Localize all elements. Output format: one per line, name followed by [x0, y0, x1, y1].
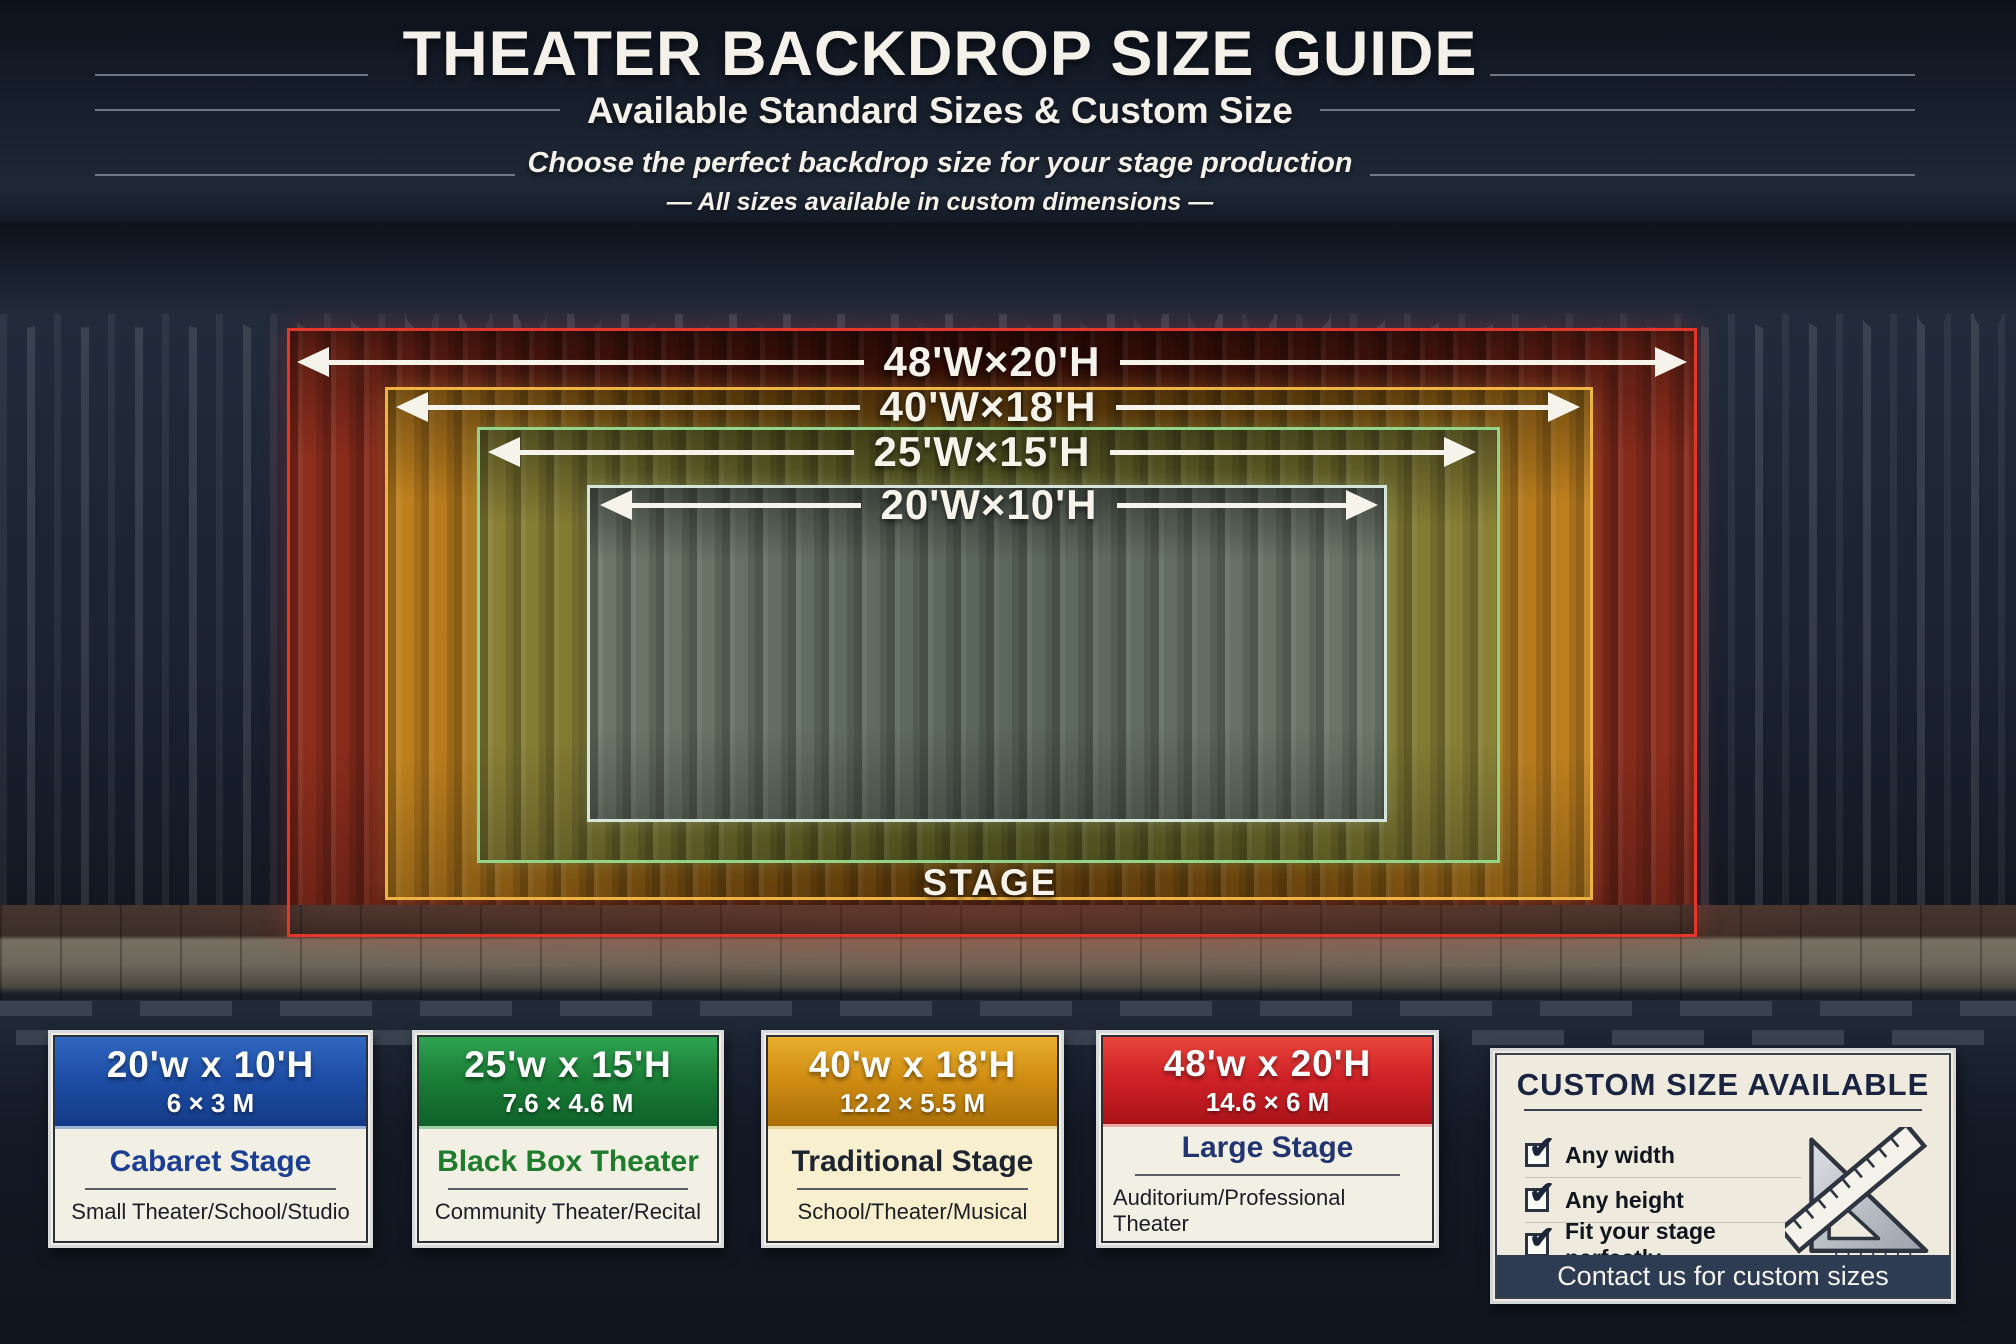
- size-card-metric: 12.2 × 5.5 M: [839, 1088, 986, 1118]
- size-card-use: School/Theater/Musical: [797, 1199, 1028, 1224]
- checklist-row: ✔ Any height: [1525, 1177, 1815, 1222]
- dimension-arrow-25x15: 25'W×15'H: [488, 428, 1477, 476]
- dimension-arrow-48x20: 48'W×20'H: [297, 338, 1688, 386]
- checklist-item: Any height: [1565, 1186, 1684, 1213]
- size-card-dimensions: 40'w x 18'H: [808, 1044, 1017, 1085]
- size-card-name: Large Stage: [1181, 1131, 1354, 1164]
- arrow-left-icon: [488, 437, 520, 467]
- size-card-40x18: 40'w x 18'H 12.2 × 5.5 M Traditional Sta…: [761, 1030, 1064, 1248]
- card-divider: [1134, 1174, 1401, 1176]
- size-card-header: 25'w x 15'H 7.6 × 4.6 M: [419, 1037, 717, 1129]
- size-card-name: Traditional Stage: [791, 1145, 1034, 1178]
- header-band: THEATER BACKDROP SIZE GUIDE Available St…: [0, 0, 2016, 222]
- custom-title-underline: [1524, 1109, 1922, 1111]
- checkbox-icon: ✔: [1525, 1132, 1555, 1167]
- checklist-row: ✔ Any width: [1525, 1132, 1815, 1177]
- header-divider: [95, 74, 368, 76]
- size-card-use: Community Theater/Recital: [434, 1199, 702, 1224]
- ruler-set-square-icon: [1785, 1127, 1929, 1259]
- size-card-20x10: 20'w x 10'H 6 × 3 M Cabaret Stage Small …: [48, 1030, 373, 1248]
- custom-checklist: ✔ Any width ✔ Any height ✔ Fit your stag…: [1525, 1132, 1815, 1271]
- backdrop-48x20-outline: [287, 328, 1697, 937]
- size-card-header: 40'w x 18'H 12.2 × 5.5 M: [768, 1037, 1057, 1129]
- dimension-arrow-40x18: 40'W×18'H: [396, 383, 1581, 431]
- arrow-right-icon: [1444, 437, 1477, 467]
- stage-valance: [0, 222, 2016, 329]
- checkbox-icon: ✔: [1525, 1222, 1555, 1257]
- header-divider: [95, 174, 515, 176]
- size-card-dimensions: 20'w x 10'H: [106, 1044, 315, 1085]
- stage-label: STAGE: [922, 862, 1058, 903]
- checklist-separator: [1525, 1222, 1801, 1223]
- tagline: Choose the perfect backdrop size for you…: [527, 147, 1353, 179]
- backdrop-20x10-curtain: [587, 485, 1387, 822]
- checkmark-icon: ✔: [1529, 1220, 1555, 1255]
- size-card-metric: 14.6 × 6 M: [1205, 1087, 1330, 1117]
- page-title: THEATER BACKDROP SIZE GUIDE: [402, 19, 1478, 89]
- size-card-metric: 6 × 3 M: [166, 1088, 255, 1118]
- custom-size-card: CUSTOM SIZE AVAILABLE ✔ Any width ✔ Any …: [1490, 1048, 1956, 1304]
- size-card-dimensions: 25'w x 15'H: [464, 1044, 672, 1085]
- size-card-25x15: 25'w x 15'H 7.6 × 4.6 M Black Box Theate…: [412, 1030, 724, 1248]
- page-subtitle: Available Standard Sizes & Custom Size: [587, 90, 1293, 131]
- checkbox-icon: ✔: [1525, 1177, 1555, 1212]
- size-card-use: Auditorium/Professional Theater: [1113, 1185, 1346, 1236]
- arrow-right-icon: [1346, 490, 1379, 520]
- dimension-arrow-20x10: 20'W×10'H: [600, 481, 1379, 529]
- checkmark-icon: ✔: [1529, 1175, 1555, 1210]
- header-divider: [95, 109, 560, 111]
- arrow-left-icon: [297, 347, 329, 377]
- size-card-use: Small Theater/School/Studio: [71, 1199, 350, 1224]
- size-card-48x20: 48'w x 20'H 14.6 × 6 M Large Stage Audit…: [1096, 1030, 1439, 1248]
- custom-card-title: CUSTOM SIZE AVAILABLE: [1516, 1067, 1930, 1102]
- arrow-left-icon: [600, 490, 632, 520]
- header-divider: [1370, 174, 1915, 176]
- size-card-dimensions: 48'w x 20'H: [1163, 1043, 1372, 1084]
- size-card-header: 48'w x 20'H 14.6 × 6 M: [1103, 1037, 1432, 1127]
- header-divider: [1490, 74, 1915, 76]
- checklist-separator: [1525, 1177, 1801, 1178]
- stage-floor: [0, 905, 2016, 1000]
- size-card-header: 20'w x 10'H 6 × 3 M: [55, 1037, 366, 1129]
- arrow-right-icon: [1548, 392, 1581, 422]
- custom-card-footer: Contact us for custom sizes: [1497, 1255, 1949, 1297]
- card-divider: [85, 1188, 336, 1190]
- size-card-metric: 7.6 × 4.6 M: [502, 1088, 634, 1118]
- custom-dimensions-note: — All sizes available in custom dimensio…: [666, 188, 1214, 216]
- arrow-right-icon: [1655, 347, 1688, 377]
- pit-dashes-row: [0, 1001, 2016, 1016]
- backdrop-size-label-40x18: 40'W×18'H: [879, 383, 1097, 430]
- card-divider: [448, 1188, 688, 1190]
- checklist-item: Any width: [1565, 1141, 1675, 1168]
- backdrop-size-label-20x10: 20'W×10'H: [880, 481, 1098, 528]
- header-divider: [1320, 109, 1915, 111]
- size-card-name: Black Box Theater: [437, 1145, 699, 1178]
- card-divider: [796, 1188, 1029, 1190]
- backdrop-size-label-25x15: 25'W×15'H: [873, 428, 1091, 475]
- arrow-left-icon: [396, 392, 428, 422]
- size-card-name: Cabaret Stage: [109, 1145, 312, 1178]
- backdrop-size-label-48x20: 48'W×20'H: [883, 338, 1101, 385]
- checkmark-icon: ✔: [1529, 1130, 1555, 1165]
